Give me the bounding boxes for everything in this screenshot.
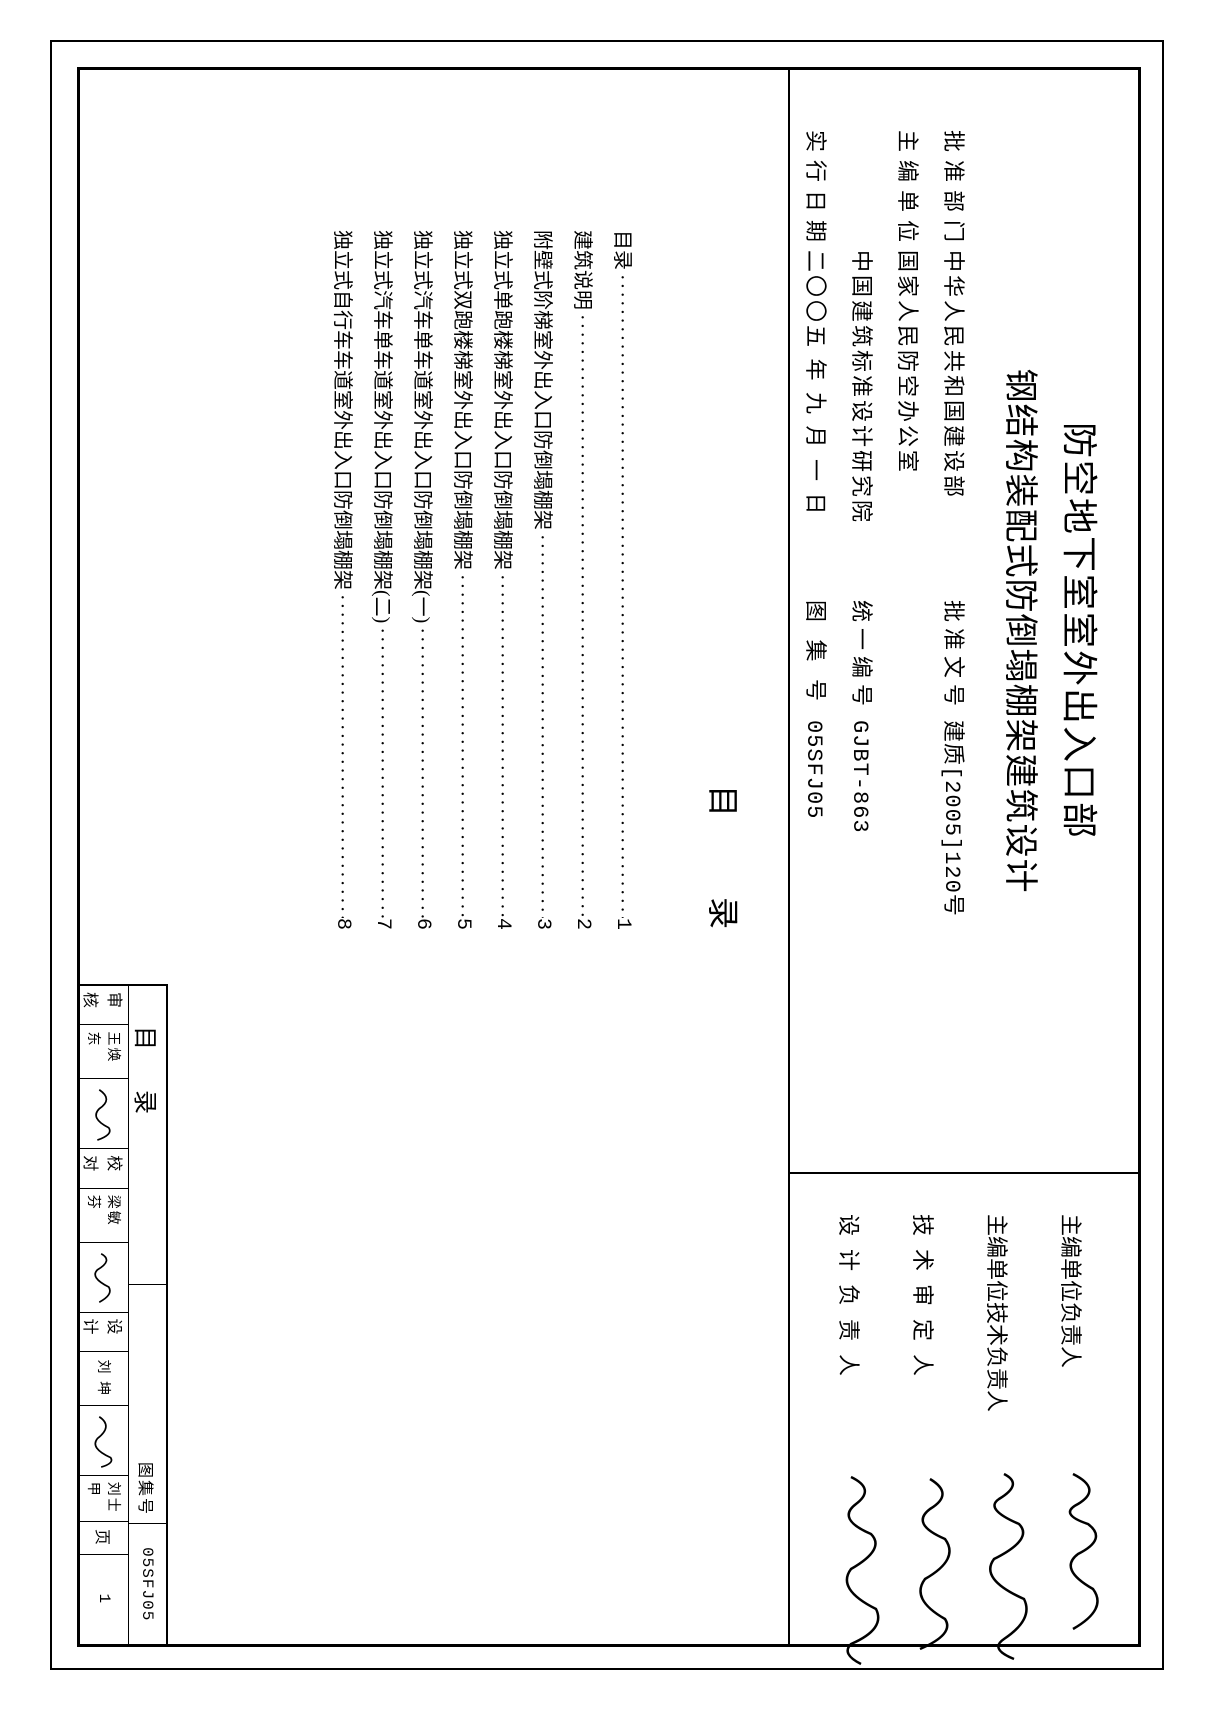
toc-item-text: 独立式自行车车道室外出入口防倒塌棚架 bbox=[322, 230, 362, 590]
toc-item-text: 附壁式阶梯室外出入口防倒塌棚架 bbox=[522, 230, 562, 530]
role-label: 审核 bbox=[80, 986, 128, 1025]
info-label2: 批准文号 bbox=[939, 600, 971, 720]
toc-item-page: 1 bbox=[602, 918, 642, 930]
info-line: 批准部门中华人民共和国建设部批准文号建质[2005]120号 bbox=[939, 130, 971, 1132]
role-label: 设计 bbox=[80, 1313, 128, 1352]
toc-dots: ········································… bbox=[482, 570, 522, 918]
info-label: 主编单位 bbox=[893, 130, 925, 250]
toc-dots: ········································… bbox=[522, 530, 562, 918]
header-row: 防空地下室室外出入口部 钢结构装配式防倒塌棚架建筑设计 批准部门中华人民共和国建… bbox=[788, 70, 1138, 1644]
toc-dots: ········································… bbox=[442, 570, 482, 918]
info-label: 批准部门 bbox=[939, 130, 971, 250]
toc-item-text: 独立式双跑楼梯室外出入口防倒塌棚架 bbox=[442, 230, 482, 570]
doc-title-line2: 钢结构装配式防倒塌棚架建筑设计 bbox=[999, 130, 1048, 1132]
role-signature-icon bbox=[80, 1406, 128, 1476]
header-right-signatures: 主编单位负责人 主编单位技术负责人 技术审定人 设计负责人 bbox=[790, 1174, 1138, 1644]
signature-line: 主编单位负责人 bbox=[1056, 1214, 1088, 1614]
info-value2: 建质[2005]120号 bbox=[939, 720, 971, 917]
toc-item-page: 8 bbox=[322, 918, 362, 930]
signature-scribble-icon bbox=[974, 1469, 1034, 1669]
info-line: 中国建筑标准设计研究院统一编号GJBT-863 bbox=[847, 130, 879, 1132]
role-name: 梁敏芬 bbox=[80, 1189, 128, 1243]
info-value: 中国建筑标准设计研究院 bbox=[847, 250, 879, 600]
toc-item-text: 独立式汽车单车道室外出入口防倒塌棚架(一) bbox=[402, 230, 442, 623]
toc-item-page: 6 bbox=[402, 918, 442, 930]
toc-item: 建筑说明····································… bbox=[562, 230, 602, 930]
signature-scribble-icon bbox=[900, 1469, 960, 1669]
signature-label: 技术审定人 bbox=[908, 1214, 940, 1474]
toc-item-page: 4 bbox=[482, 918, 522, 930]
signature-label: 主编单位负责人 bbox=[1056, 1214, 1088, 1474]
page-number: 1 bbox=[80, 1555, 128, 1644]
role-name: 王焕东 bbox=[80, 1025, 128, 1079]
toc-list: 目录······································… bbox=[322, 230, 642, 930]
title-block: 目录 图集号 05SFJ05 审核王焕东校对梁敏芬设计刘 坤刘士甲页1 bbox=[80, 984, 168, 1644]
title-block-bottom: 审核王焕东校对梁敏芬设计刘 坤刘士甲页1 bbox=[80, 986, 128, 1644]
title-block-top: 目录 图集号 05SFJ05 bbox=[128, 986, 166, 1644]
info-value2: GJBT-863 bbox=[847, 720, 872, 834]
toc-item-text: 独立式单跑楼梯室外出入口防倒塌棚架 bbox=[482, 230, 522, 570]
last-name: 刘士甲 bbox=[80, 1476, 128, 1523]
album-label: 图集号 bbox=[129, 1455, 166, 1525]
role-label: 校对 bbox=[80, 1149, 128, 1188]
toc-dots: ········································… bbox=[602, 270, 642, 918]
sheet-title: 目录 bbox=[129, 986, 166, 1285]
signature-label: 设计负责人 bbox=[834, 1214, 866, 1474]
signature-line: 主编单位技术负责人 bbox=[982, 1214, 1014, 1614]
toc-dots: ········································… bbox=[362, 623, 402, 918]
info-label2: 统一编号 bbox=[847, 600, 879, 720]
info-rows: 批准部门中华人民共和国建设部批准文号建质[2005]120号主编单位国家人民防空… bbox=[801, 130, 971, 1132]
info-value2: 05SFJ05 bbox=[801, 720, 826, 819]
info-line: 实行日期二〇〇五 年 九 月 一 日图 集 号05SFJ05 bbox=[801, 130, 833, 1132]
toc-dots: ········································… bbox=[562, 310, 602, 918]
info-value: 国家人民防空办公室 bbox=[893, 250, 925, 600]
signature-line: 技术审定人 bbox=[908, 1214, 940, 1614]
toc-item-page: 7 bbox=[362, 918, 402, 930]
signature-label: 主编单位技术负责人 bbox=[982, 1214, 1014, 1474]
toc-item: 独立式自行车车道室外出入口防倒塌棚架······················… bbox=[322, 230, 362, 930]
toc-item-page: 2 bbox=[562, 918, 602, 930]
signature-scribble-icon bbox=[1048, 1469, 1108, 1669]
toc-item: 独立式汽车单车道室外出入口防倒塌棚架(二)···················… bbox=[362, 230, 402, 930]
toc-item-text: 独立式汽车单车道室外出入口防倒塌棚架(二) bbox=[362, 230, 402, 623]
toc-dots: ········································… bbox=[322, 590, 362, 918]
info-label: 实行日期 bbox=[801, 130, 833, 250]
signature-scribble-icon bbox=[826, 1469, 886, 1669]
page-frame: 防空地下室室外出入口部 钢结构装配式防倒塌棚架建筑设计 批准部门中华人民共和国建… bbox=[50, 40, 1164, 1670]
role-signature-icon bbox=[80, 1243, 128, 1313]
toc-item: 独立式汽车单车道室外出入口防倒塌棚架(一)···················… bbox=[402, 230, 442, 930]
header-left: 防空地下室室外出入口部 钢结构装配式防倒塌棚架建筑设计 批准部门中华人民共和国建… bbox=[790, 70, 1138, 1174]
sheet-title-text: 目录 bbox=[130, 1026, 165, 1154]
sheet-landscape: 防空地下室室外出入口部 钢结构装配式防倒塌棚架建筑设计 批准部门中华人民共和国建… bbox=[52, 42, 1166, 1672]
toc-item: 附壁式阶梯室外出入口防倒塌棚架·························… bbox=[522, 230, 562, 930]
signature-line: 设计负责人 bbox=[834, 1214, 866, 1614]
toc-dots: ········································… bbox=[402, 623, 442, 918]
toc-item-page: 5 bbox=[442, 918, 482, 930]
page-label: 页 bbox=[80, 1522, 128, 1554]
toc-heading: 目录 bbox=[702, 70, 748, 1644]
toc-item: 目录······································… bbox=[602, 230, 642, 930]
toc-item-page: 3 bbox=[522, 918, 562, 930]
toc-item: 独立式单跑楼梯室外出入口防倒塌棚架·······················… bbox=[482, 230, 522, 930]
toc-item-text: 目录 bbox=[602, 230, 642, 270]
info-value: 中华人民共和国建设部 bbox=[939, 250, 971, 600]
role-signature-icon bbox=[80, 1079, 128, 1149]
album-code: 05SFJ05 bbox=[129, 1524, 166, 1644]
doc-title-line1: 防空地下室室外出入口部 bbox=[1056, 130, 1108, 1132]
toc-item: 独立式双跑楼梯室外出入口防倒塌棚架·······················… bbox=[442, 230, 482, 930]
toc-item-text: 建筑说明 bbox=[562, 230, 602, 310]
info-label2: 图 集 号 bbox=[801, 600, 833, 720]
info-value: 二〇〇五 年 九 月 一 日 bbox=[801, 250, 833, 600]
info-line: 主编单位国家人民防空办公室 bbox=[893, 130, 925, 1132]
role-name: 刘 坤 bbox=[80, 1352, 128, 1406]
outer-border: 防空地下室室外出入口部 钢结构装配式防倒塌棚架建筑设计 批准部门中华人民共和国建… bbox=[77, 67, 1141, 1647]
content-area: 目录 目录···································… bbox=[80, 70, 788, 1644]
